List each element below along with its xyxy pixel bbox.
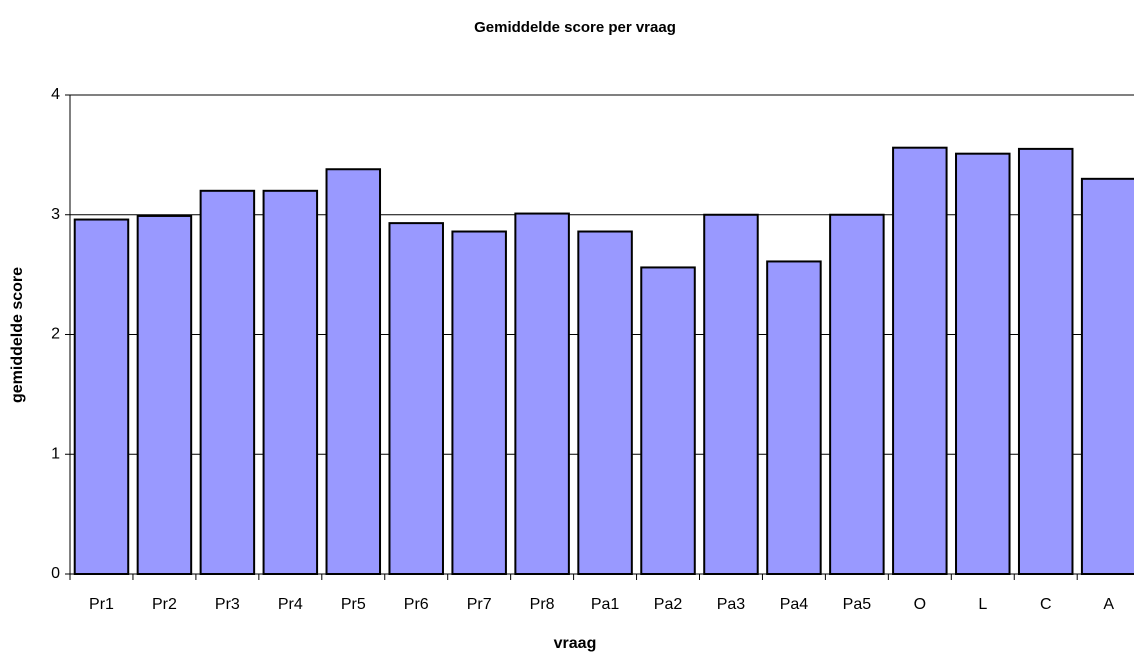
bar — [703, 213, 759, 575]
x-tick-label: Pr5 — [341, 596, 366, 613]
x-tick-label: Pa2 — [654, 596, 683, 613]
y-axis-title: gemiddelde score — [9, 267, 26, 403]
bar — [640, 266, 696, 575]
bar — [955, 152, 1011, 576]
y-tick-label: 0 — [51, 565, 60, 582]
bar — [1080, 177, 1134, 575]
x-tick-label: Pr2 — [152, 596, 177, 613]
bar — [199, 189, 256, 576]
bar — [451, 230, 507, 575]
bar — [829, 213, 885, 575]
x-tick-label: Pa4 — [780, 596, 809, 613]
y-tick-label: 1 — [51, 445, 60, 462]
y-tick-label: 3 — [51, 206, 60, 223]
bar — [514, 212, 570, 576]
bar — [325, 168, 382, 575]
bar — [577, 230, 633, 575]
x-tick-label: Pa3 — [717, 596, 746, 613]
y-tick-label: 2 — [51, 326, 60, 343]
x-tick-label: Pr8 — [530, 596, 555, 613]
x-tick-label: L — [978, 596, 987, 613]
x-tick-label: Pa1 — [591, 596, 620, 613]
bar — [766, 260, 822, 575]
x-tick-label: Pr7 — [467, 596, 492, 613]
x-tick-label: A — [1103, 596, 1114, 613]
x-tick-label: C — [1040, 596, 1052, 613]
bar — [892, 146, 948, 575]
x-tick-label: O — [914, 596, 926, 613]
chart-title: Gemiddelde score per vraag — [474, 19, 676, 36]
y-tick-label: 4 — [51, 86, 60, 103]
bar — [262, 189, 319, 576]
x-axis-title: vraag — [554, 635, 597, 652]
bar — [1017, 147, 1074, 575]
bar — [388, 222, 444, 575]
x-tick-label: Pr1 — [89, 596, 114, 613]
x-tick-label: Pr4 — [278, 596, 303, 613]
bar — [73, 218, 130, 575]
x-tick-label: Pr6 — [404, 596, 429, 613]
bar — [136, 214, 193, 575]
x-tick-label: Pr3 — [215, 596, 240, 613]
x-tick-label: Pa5 — [843, 596, 872, 613]
